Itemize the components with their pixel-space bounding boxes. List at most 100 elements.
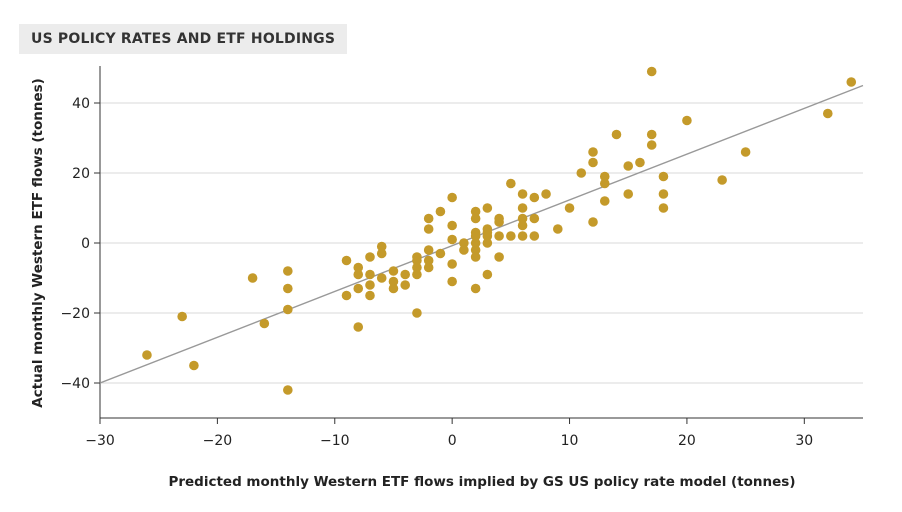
- data-point: [470, 213, 481, 224]
- data-point: [459, 245, 469, 255]
- gridlines: [100, 102, 863, 384]
- data-points: [142, 66, 857, 395]
- data-point: [658, 203, 669, 213]
- data-point: [740, 147, 751, 157]
- data-point: [517, 203, 528, 213]
- data-point: [470, 231, 481, 241]
- tick-labels: −40 −20 0 20 40 −30 −20 −10 0 10 20 30: [60, 96, 813, 449]
- data-point: [506, 231, 516, 241]
- y-tick-label: 40: [72, 96, 90, 112]
- data-point: [376, 248, 387, 259]
- data-point: [482, 238, 493, 248]
- data-point: [822, 108, 833, 119]
- data-point: [470, 206, 481, 217]
- data-point: [599, 171, 610, 182]
- data-point: [353, 262, 364, 273]
- data-point: [447, 220, 457, 231]
- data-point: [283, 304, 293, 315]
- data-point: [459, 238, 469, 248]
- data-point: [682, 115, 692, 126]
- data-point: [623, 161, 634, 171]
- x-tick-label: −10: [320, 433, 350, 449]
- x-axis-label: Predicted monthly Western ETF flows impl…: [168, 474, 795, 490]
- data-point: [564, 203, 575, 213]
- data-point: [365, 269, 375, 280]
- data-point: [588, 157, 598, 168]
- data-point: [423, 262, 434, 273]
- data-point: [341, 255, 352, 266]
- data-point: [447, 259, 457, 269]
- data-point: [283, 283, 293, 294]
- data-point: [482, 269, 493, 280]
- x-tick-label: −30: [85, 433, 115, 449]
- y-tick-label: 20: [72, 166, 90, 182]
- data-point: [646, 140, 657, 150]
- data-point: [388, 283, 399, 294]
- y-tick-label: 0: [81, 236, 90, 252]
- data-point: [494, 217, 504, 227]
- data-point: [353, 283, 364, 294]
- data-point: [506, 178, 516, 189]
- data-point: [447, 276, 457, 287]
- data-point: [412, 308, 422, 318]
- data-point: [400, 269, 411, 280]
- data-point: [423, 213, 434, 224]
- data-point: [658, 189, 669, 199]
- x-tick-label: 10: [561, 433, 579, 449]
- data-point: [412, 269, 422, 280]
- data-point: [412, 262, 422, 273]
- axes: [94, 66, 863, 424]
- data-point: [412, 255, 422, 266]
- data-point: [623, 189, 634, 199]
- data-point: [376, 273, 387, 283]
- data-point: [353, 269, 364, 280]
- data-point: [658, 171, 669, 182]
- data-point: [635, 157, 645, 168]
- data-point: [470, 283, 481, 294]
- data-point: [482, 231, 493, 241]
- data-point: [177, 311, 187, 322]
- data-point: [341, 290, 352, 301]
- y-axis-label: Actual monthly Western ETF flows (tonnes…: [30, 78, 46, 408]
- data-point: [470, 252, 481, 262]
- data-point: [423, 255, 434, 266]
- data-point: [189, 360, 199, 371]
- data-point: [423, 245, 434, 255]
- data-point: [470, 245, 481, 255]
- data-point: [588, 147, 598, 157]
- data-point: [599, 196, 610, 206]
- data-point: [388, 276, 399, 287]
- data-point: [599, 178, 610, 189]
- x-tick-label: 20: [678, 433, 696, 449]
- data-point: [400, 280, 411, 290]
- data-point: [470, 238, 481, 248]
- data-point: [576, 168, 587, 178]
- data-point: [588, 217, 598, 227]
- data-point: [142, 350, 152, 360]
- data-point: [247, 273, 258, 283]
- data-point: [365, 252, 375, 262]
- regression-line-group: [99, 84, 864, 384]
- data-point: [646, 129, 657, 140]
- data-point: [846, 77, 857, 87]
- data-point: [646, 66, 657, 77]
- data-point: [494, 252, 504, 262]
- data-point: [353, 322, 364, 332]
- data-point: [517, 189, 528, 199]
- y-tick-label: −20: [60, 306, 90, 322]
- data-point: [447, 234, 457, 245]
- data-point: [376, 241, 387, 252]
- x-tick-label: 30: [795, 433, 813, 449]
- data-point: [541, 189, 551, 199]
- x-tick-label: 0: [448, 433, 457, 449]
- data-point: [365, 280, 375, 290]
- chart-title: US POLICY RATES AND ETF HOLDINGS: [31, 31, 336, 47]
- data-point: [717, 175, 727, 185]
- data-point: [435, 206, 446, 217]
- data-point: [365, 290, 375, 301]
- data-point: [529, 213, 540, 224]
- regression-line: [99, 84, 864, 384]
- data-point: [447, 192, 457, 203]
- data-point: [423, 224, 434, 234]
